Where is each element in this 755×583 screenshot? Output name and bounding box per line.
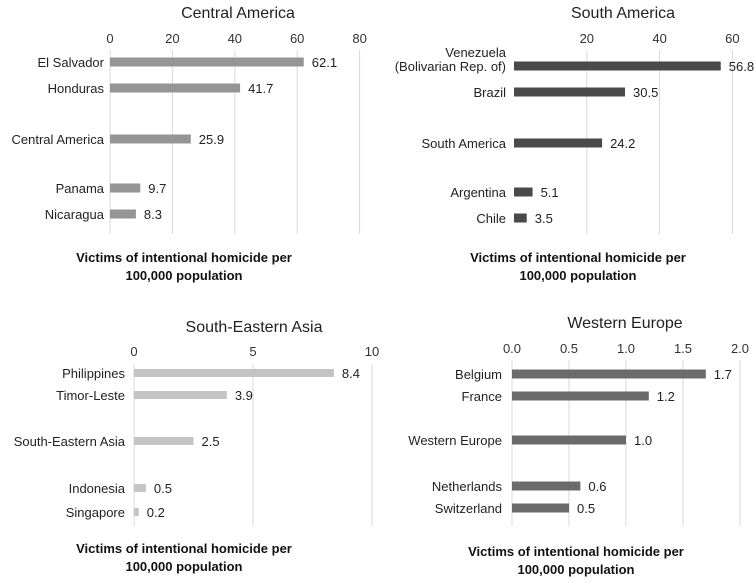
bar-western-europe [512, 435, 626, 445]
tick-label: 2.0 [731, 341, 749, 356]
value-label: 1.0 [634, 433, 652, 448]
category-label: Nicaragua [45, 207, 105, 222]
value-label: 0.6 [588, 479, 606, 494]
bar-france [512, 391, 649, 401]
tick-label: 60 [725, 31, 739, 46]
tick-label: 0.5 [560, 341, 578, 356]
chart-title: South-Eastern Asia [186, 319, 323, 336]
tick-label: 10 [365, 344, 379, 359]
category-label: Timor-Leste [56, 388, 125, 403]
bar-panama [110, 183, 141, 193]
tick-label: 80 [352, 31, 366, 46]
chart-panel-central-america: Central America 0 20 40 60 80 El Salvador 62.1 H… [12, 5, 367, 283]
value-label: 1.7 [714, 367, 732, 382]
tick-label: 5 [249, 344, 256, 359]
category-label: Netherlands [432, 479, 503, 494]
bar-el-salvador [110, 57, 304, 67]
category-label: Singapore [66, 505, 125, 520]
bar-switzerland [512, 503, 569, 513]
value-label: 8.4 [342, 366, 360, 381]
category-label: Philippines [62, 366, 125, 381]
category-label: Indonesia [69, 481, 126, 496]
category-label: Brazil [473, 85, 506, 100]
bar-philippines [134, 369, 334, 377]
value-label: 2.5 [202, 434, 220, 449]
tick-label: 0.0 [503, 341, 521, 356]
tick-label: 1.0 [617, 341, 635, 356]
bar-timor-leste [134, 391, 227, 399]
chart-title: South America [571, 5, 675, 22]
category-label-line: Venezuela [445, 45, 506, 60]
bar-chile [514, 213, 527, 223]
tick-label: 0 [130, 344, 137, 359]
bar-brazil [514, 87, 626, 97]
value-label: 9.7 [148, 181, 166, 196]
bar-central-america [110, 134, 191, 144]
value-label: 41.7 [248, 81, 273, 96]
value-label: 8.3 [144, 207, 162, 222]
tick-label: 0 [106, 31, 113, 46]
chart-title: Central America [181, 5, 295, 22]
tick-label: 20 [580, 31, 594, 46]
tick-label: 20 [165, 31, 179, 46]
bar-nicaragua [110, 209, 136, 219]
chart-title: Western Europe [567, 315, 682, 332]
x-axis-label: 100,000 population [519, 268, 636, 283]
bar-netherlands [512, 481, 581, 491]
category-label: Panama [56, 181, 105, 196]
x-axis-label: Victims of intentional homicide per [470, 250, 686, 265]
value-label: 0.5 [154, 481, 172, 496]
bar-honduras [110, 83, 241, 93]
category-label: Venezuela (Bolivarian Rep. of) [395, 45, 507, 74]
bar-south-eastern-asia [134, 437, 194, 445]
chart-panel-western-europe: Western Europe 0.0 0.5 1.0 1.5 2.0 Belgium 1.7 F… [408, 315, 749, 577]
category-label: El Salvador [38, 55, 105, 70]
value-label: 56.8 [729, 59, 754, 74]
tick-label: 40 [228, 31, 242, 46]
category-label: South America [421, 136, 506, 151]
bar-belgium [512, 369, 706, 379]
category-label: Belgium [455, 367, 502, 382]
bar-indonesia [134, 484, 146, 492]
value-label: 3.5 [535, 211, 553, 226]
category-label: Western Europe [408, 433, 502, 448]
category-label: South-Eastern Asia [14, 434, 126, 449]
x-axis-label: 100,000 population [517, 562, 634, 577]
category-label: Argentina [450, 185, 506, 200]
bar-singapore [134, 508, 139, 516]
bar-argentina [514, 187, 533, 197]
chart-panel-south-eastern-asia: South-Eastern Asia 0 5 10 Philippines 8.4 Timo… [14, 319, 380, 574]
category-label: Switzerland [435, 501, 502, 516]
value-label: 25.9 [199, 132, 224, 147]
x-axis-label: Victims of intentional homicide per [468, 544, 684, 559]
value-label: 30.5 [633, 85, 658, 100]
x-axis-label: Victims of intentional homicide per [76, 541, 292, 556]
tick-label: 40 [652, 31, 666, 46]
value-label: 1.2 [657, 389, 675, 404]
category-label: Honduras [48, 81, 105, 96]
tick-label: 60 [290, 31, 304, 46]
tick-label: 1.5 [674, 341, 692, 356]
value-label: 62.1 [312, 55, 337, 70]
value-label: 0.5 [577, 501, 595, 516]
category-label-line: (Bolivarian Rep. of) [395, 59, 506, 74]
x-axis-label: 100,000 population [125, 268, 242, 283]
category-label: Chile [476, 211, 506, 226]
value-label: 0.2 [147, 505, 165, 520]
chart-panel-south-america: South America 20 40 60 Venezuela (Bolivarian … [395, 5, 754, 283]
category-label: Central America [12, 132, 105, 147]
bar-south-america [514, 138, 603, 148]
value-label: 3.9 [235, 388, 253, 403]
bar-venezuela-bolivarian-rep-of [514, 61, 721, 71]
category-label: France [462, 389, 502, 404]
value-label: 24.2 [610, 136, 635, 151]
x-axis-label: 100,000 population [125, 559, 242, 574]
value-label: 5.1 [541, 185, 559, 200]
x-axis-label: Victims of intentional homicide per [76, 250, 292, 265]
